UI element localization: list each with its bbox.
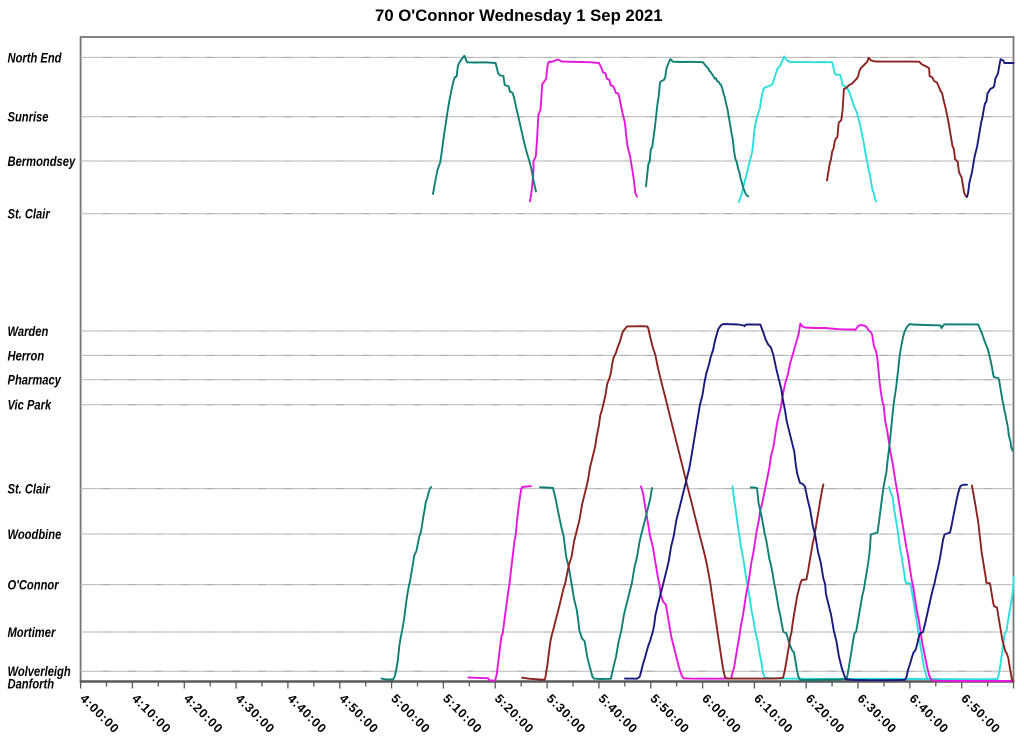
svg-text:North End: North End [8, 50, 63, 65]
svg-text:Herron: Herron [8, 348, 45, 363]
svg-text:Vic Park: Vic Park [8, 398, 53, 413]
svg-text:Sunrise: Sunrise [8, 110, 49, 125]
svg-text:Mortimer: Mortimer [8, 625, 56, 640]
svg-text:O'Connor: O'Connor [8, 578, 60, 593]
svg-text:Pharmacy: Pharmacy [8, 373, 63, 388]
svg-text:St. Clair: St. Clair [8, 482, 51, 497]
svg-text:Wolverleigh: Wolverleigh [8, 664, 71, 679]
svg-text:Danforth: Danforth [8, 676, 55, 691]
svg-text:70 O'Connor Wednesday 1 Sep 20: 70 O'Connor Wednesday 1 Sep 2021 [375, 6, 663, 25]
svg-text:Warden: Warden [8, 324, 49, 339]
svg-text:Bermondsey: Bermondsey [8, 154, 77, 169]
svg-text:St. Clair: St. Clair [8, 207, 51, 222]
svg-text:Woodbine: Woodbine [8, 527, 62, 542]
